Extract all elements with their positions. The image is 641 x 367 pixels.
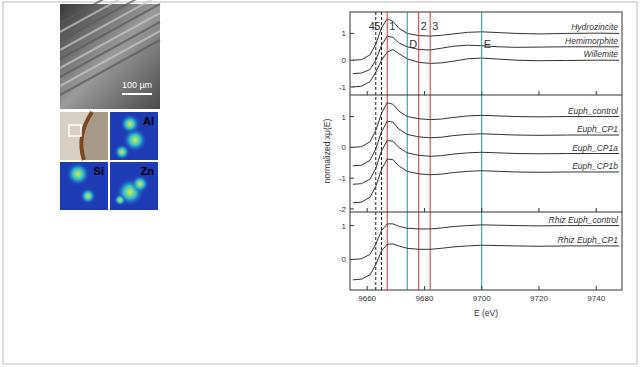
map-label: Si xyxy=(94,165,104,177)
x-tick-label: 9660 xyxy=(358,294,376,303)
map-spot xyxy=(131,175,149,193)
spectrum xyxy=(353,244,619,280)
panel-divider xyxy=(350,212,622,213)
y-tick-label: -1 xyxy=(339,174,347,183)
reference-line xyxy=(418,12,419,290)
reference-label: 3 xyxy=(432,20,438,32)
sem-texture xyxy=(60,0,160,32)
reference-label: 1 xyxy=(389,20,395,32)
x-tick xyxy=(538,91,539,95)
reference-line xyxy=(481,12,482,290)
scale-bar xyxy=(122,93,152,95)
y-tick-label: -2 xyxy=(339,205,347,214)
series-group xyxy=(353,103,619,203)
spectrum xyxy=(353,159,619,203)
y-tick-label: 1 xyxy=(342,222,347,231)
x-tick-label: 9700 xyxy=(473,294,491,303)
series-label: Euph_CP1b xyxy=(572,161,618,171)
series-label: Willemite xyxy=(584,49,619,59)
y-tick-label: 0 xyxy=(342,255,347,264)
y-tick-label: 1 xyxy=(342,113,347,122)
series-label: Rhiz Euph_control xyxy=(549,215,620,225)
y-tick-label: -1 xyxy=(339,83,347,92)
x-tick xyxy=(596,208,597,212)
x-tick xyxy=(538,208,539,212)
x-tick xyxy=(596,286,597,290)
y-tick xyxy=(350,208,354,209)
x-tick xyxy=(367,208,368,212)
x-tick xyxy=(481,208,482,212)
y-tick xyxy=(350,33,354,34)
y-axis-label: normalized xμ(E) xyxy=(322,119,332,184)
sem-texture xyxy=(60,40,160,95)
sem-texture xyxy=(60,31,160,86)
spectrum xyxy=(353,224,619,260)
photo-region xyxy=(60,112,92,160)
reference-line xyxy=(375,12,376,290)
map-label: Zn xyxy=(141,165,155,177)
spectrum xyxy=(353,49,619,86)
series-label: Euph_control xyxy=(568,106,619,116)
map-spot xyxy=(114,194,126,206)
series-label: Euph_CP1 xyxy=(577,124,618,134)
spectrum xyxy=(353,141,619,185)
element-map xyxy=(60,162,108,210)
sem-texture xyxy=(60,22,160,77)
spectrum xyxy=(353,103,619,148)
x-tick xyxy=(481,286,482,290)
x-tick xyxy=(424,91,425,95)
y-tick-label: 0 xyxy=(342,143,347,152)
map-label: Al xyxy=(143,115,154,127)
plot-frame xyxy=(350,12,622,290)
reference-label: 2 xyxy=(421,20,427,32)
reference-label: E xyxy=(484,38,491,50)
x-tick-label: 9720 xyxy=(530,294,548,303)
series-label: Euph_CP1a xyxy=(572,143,618,153)
photo xyxy=(60,112,108,160)
x-tick xyxy=(424,208,425,212)
sem-texture xyxy=(60,0,160,41)
x-axis-label: E (eV) xyxy=(474,308,498,318)
figure-frame xyxy=(3,2,637,364)
spectrum xyxy=(353,19,619,61)
map-spot xyxy=(114,144,130,160)
y-tick xyxy=(350,225,354,226)
y-tick-label: 1 xyxy=(342,29,347,38)
series-group xyxy=(353,19,619,87)
scale-label: 100 µm xyxy=(122,80,152,90)
photo-edge xyxy=(81,112,92,160)
x-tick xyxy=(538,286,539,290)
element-map xyxy=(110,112,158,160)
x-tick xyxy=(367,91,368,95)
sem-texture xyxy=(60,0,160,50)
series-group xyxy=(353,224,619,280)
map-spot xyxy=(66,162,90,186)
element-map xyxy=(110,162,158,210)
reference-line xyxy=(430,12,431,290)
y-tick xyxy=(350,178,354,179)
series-label: Hemimorphite xyxy=(565,36,618,46)
series-label: Rhiz Euph_CP1 xyxy=(558,235,619,245)
spectrum xyxy=(353,121,619,166)
x-tick xyxy=(596,91,597,95)
photo-roi xyxy=(69,125,81,136)
sem-texture xyxy=(60,4,160,59)
map-spot xyxy=(80,188,96,204)
y-tick xyxy=(350,116,354,117)
panel-divider xyxy=(350,95,622,96)
x-tick xyxy=(367,286,368,290)
x-tick-label: 9740 xyxy=(587,294,605,303)
x-tick-label: 9680 xyxy=(416,294,434,303)
reference-label: D xyxy=(409,38,417,50)
sem-texture xyxy=(60,13,160,68)
series-label: Hydrozincite xyxy=(571,22,618,32)
spectrum xyxy=(353,36,619,73)
x-tick xyxy=(424,286,425,290)
reference-label: 5 xyxy=(374,20,380,32)
sem-texture xyxy=(60,0,160,23)
sem-image xyxy=(60,4,160,109)
reference-line xyxy=(387,12,388,290)
y-tick-label: 0 xyxy=(342,56,347,65)
